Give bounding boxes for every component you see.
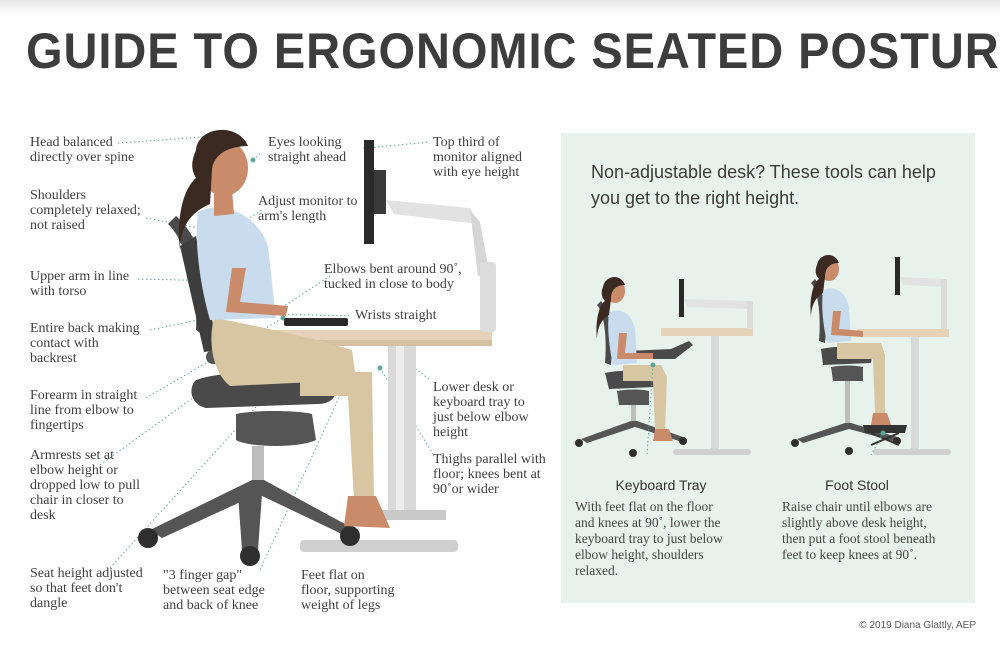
label-wrists: Wrists straight xyxy=(355,308,437,323)
foot-stool-illustration xyxy=(791,254,951,455)
page-title: GUIDE TO ERGONOMIC SEATED POSTURE xyxy=(26,23,1000,79)
label-eyes: Eyes looking straight ahead xyxy=(268,135,347,165)
tray-callout-line xyxy=(646,364,654,456)
panel-heading: Non-adjustable desk? These tools can hel… xyxy=(591,162,936,208)
label-thighs: Thighs parallel with floor; knees bent a… xyxy=(433,452,546,497)
label-monitor-top: Top third of monitor aligned with eye he… xyxy=(433,135,523,180)
label-upper-arm: Upper arm in line with torso xyxy=(30,269,130,299)
label-forearm: Forearm in straight line from elbow to f… xyxy=(30,388,138,433)
monitor xyxy=(364,140,496,332)
keyboard-tray-title: Keyboard Tray xyxy=(615,477,707,493)
label-elbows: Elbows bent around 90˚, tucked in close … xyxy=(324,262,462,292)
copyright-credit: © 2019 Diana Glattly, AEP xyxy=(859,620,976,631)
label-desk: Lower desk or keyboard tray to just belo… xyxy=(433,380,529,440)
foot-stool-description: Raise chair until elbows are slightly ab… xyxy=(782,499,936,562)
label-back: Entire back making contact with backrest xyxy=(30,321,140,366)
top-gradient-bar xyxy=(0,0,1000,16)
label-shoulders: Shoulders completely relaxed; not raised xyxy=(30,188,141,233)
label-feet: Feet flat on floor, supporting weight of… xyxy=(301,568,395,613)
label-monitor-distance: Adjust monitor to arm's length xyxy=(258,194,358,224)
label-seat-height: Seat height adjusted so that feet don't … xyxy=(30,566,143,611)
tools-panel: Non-adjustable desk? These tools can hel… xyxy=(561,133,975,603)
stool-callout-line xyxy=(870,432,884,456)
tools-illustrations xyxy=(575,254,951,457)
standing-desk xyxy=(272,330,492,552)
label-finger-gap: "3 finger gap" between seat edge and bac… xyxy=(163,568,265,613)
seated-person xyxy=(178,129,390,528)
foot-stool-title: Foot Stool xyxy=(825,477,889,493)
label-armrests: Armrests set at elbow height or dropped … xyxy=(30,448,141,523)
keyboard-tray-illustration xyxy=(575,276,753,457)
label-head: Head balanced directly over spine xyxy=(30,135,135,165)
keyboard-tray-description: With feet flat on the floor and knees at… xyxy=(575,499,723,578)
